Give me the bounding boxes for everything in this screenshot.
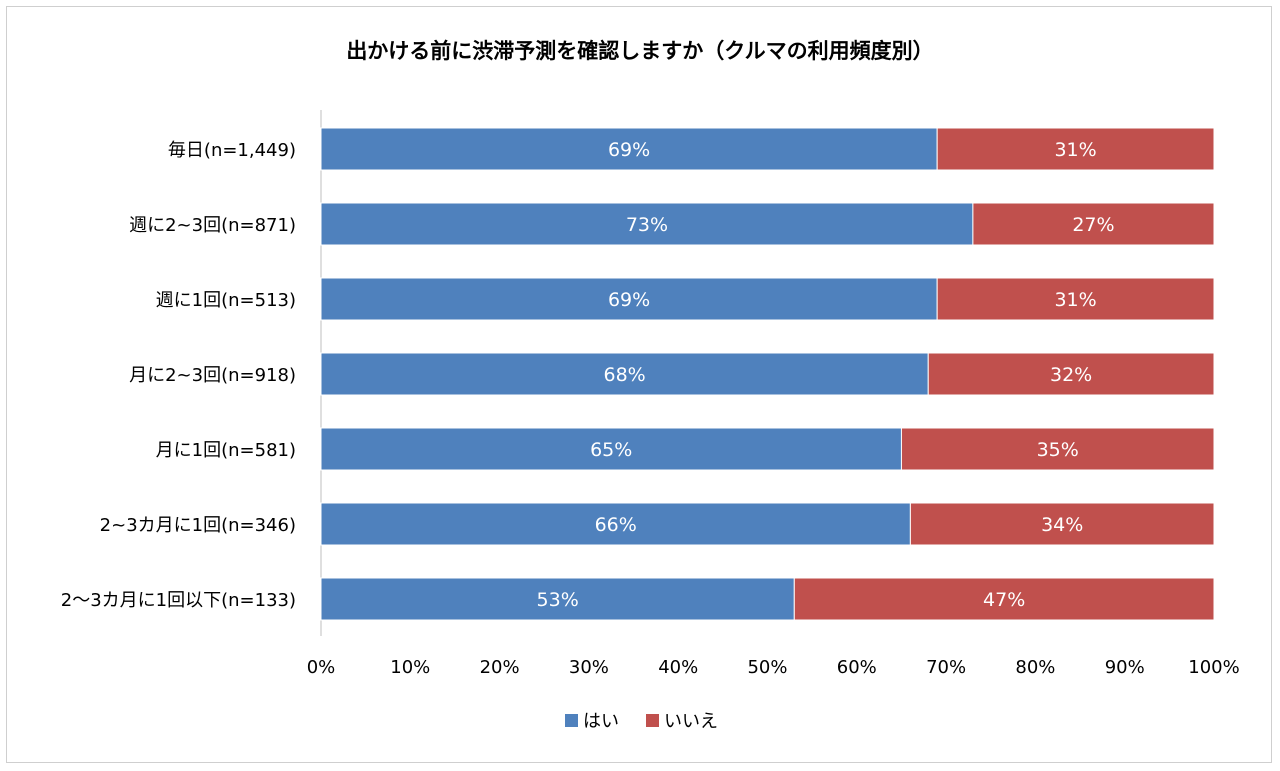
bar-segment-no	[936, 127, 1215, 171]
data-label: 35%	[1037, 439, 1079, 461]
x-tick-label: 80%	[1015, 657, 1055, 678]
x-tick-label: 0%	[307, 657, 336, 678]
data-label: 31%	[1054, 289, 1096, 311]
x-tick-label: 70%	[926, 657, 966, 678]
category-label: 週に2~3回(n=871)	[129, 215, 296, 236]
data-label: 34%	[1041, 514, 1083, 536]
x-tick-label: 40%	[658, 657, 698, 678]
category-label: 月に2~3回(n=918)	[129, 365, 296, 386]
category-label: 2～3カ月に1回以下(n=133)	[61, 590, 296, 611]
data-label: 53%	[537, 589, 579, 611]
category-label: 週に1回(n=513)	[156, 290, 296, 311]
legend: はい いいえ	[565, 711, 718, 732]
bar-segment-yes	[320, 427, 902, 471]
legend-label: はい	[583, 711, 619, 732]
bar-segment-yes	[320, 502, 911, 546]
data-label: 32%	[1050, 364, 1092, 386]
x-tick-label: 50%	[747, 657, 787, 678]
data-label: 66%	[595, 514, 637, 536]
bar-segment-no	[909, 502, 1215, 546]
data-label: 65%	[590, 439, 632, 461]
x-tick-label: 10%	[390, 657, 430, 678]
bar-segment-yes	[320, 577, 795, 621]
data-label: 68%	[604, 364, 646, 386]
legend-swatch-yes	[565, 714, 578, 727]
data-label: 31%	[1054, 139, 1096, 161]
bar-segment-no	[927, 352, 1215, 396]
x-tick-label: 90%	[1105, 657, 1145, 678]
legend-label: いいえ	[664, 711, 718, 732]
data-label: 69%	[608, 289, 650, 311]
x-tick-label: 100%	[1188, 657, 1239, 678]
bar-segment-yes	[320, 277, 938, 321]
bar-segment-no	[936, 277, 1215, 321]
bar-segment-yes	[320, 352, 929, 396]
data-label: 73%	[626, 214, 668, 236]
bar-segment-no	[972, 202, 1215, 246]
x-tick-label: 60%	[837, 657, 877, 678]
category-label: 毎日(n=1,449)	[168, 140, 296, 161]
x-tick-label: 30%	[569, 657, 609, 678]
category-label: 月に1回(n=581)	[156, 440, 296, 461]
bar-segment-no	[793, 577, 1215, 621]
x-tick-label: 20%	[480, 657, 520, 678]
data-label: 47%	[983, 589, 1025, 611]
category-label: 2~3カ月に1回(n=346)	[100, 515, 296, 536]
bar-segment-yes	[320, 127, 938, 171]
chart-title: 出かける前に渋滞予測を確認しますか（クルマの利用頻度別）	[346, 39, 933, 63]
data-label: 27%	[1072, 214, 1114, 236]
bar-segment-no	[900, 427, 1215, 471]
data-label: 69%	[608, 139, 650, 161]
legend-swatch-no	[646, 714, 659, 727]
